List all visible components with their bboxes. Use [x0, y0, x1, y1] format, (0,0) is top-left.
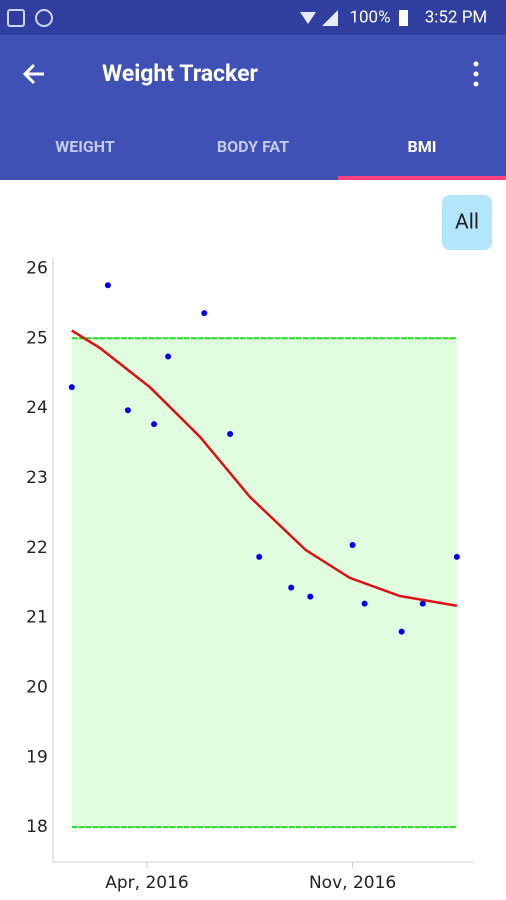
signal-icon [322, 10, 338, 26]
data-point [256, 553, 263, 560]
data-point [227, 430, 234, 437]
x-tick-label: Apr, 2016 [105, 873, 188, 893]
y-tick-label: 19 [26, 747, 48, 767]
data-point [104, 282, 111, 289]
clock: 3:52 PM [425, 7, 488, 27]
status-bar [0, 0, 506, 35]
trend-line [71, 329, 458, 607]
y-tick-label: 24 [26, 398, 48, 418]
back-button[interactable] [22, 63, 44, 85]
tab[interactable]: WEIGHT [55, 137, 115, 156]
y-tick-label: 20 [26, 677, 48, 697]
y-tick-label: 26 [26, 258, 48, 278]
wifi-icon [300, 12, 316, 24]
data-point [349, 541, 356, 548]
data-point [288, 584, 295, 591]
data-point [307, 593, 314, 600]
tab-indicator [338, 176, 506, 180]
data-point [201, 310, 208, 317]
battery-level: 100% [349, 7, 390, 27]
chart: 18 19 20 21 22 23 24 25 26 Apr, 2016 Nov, 2016 [26, 258, 473, 893]
y-tick-label: 22 [26, 538, 48, 558]
x-tick-label: Nov, 2016 [309, 873, 396, 893]
app-title: Weight Tracker [102, 60, 259, 87]
check-icon [35, 9, 53, 27]
data-point [165, 353, 172, 360]
y-tick-label: 25 [26, 328, 48, 348]
data-point [68, 384, 75, 391]
data-point [151, 421, 158, 428]
data-point [124, 407, 131, 414]
data-point [453, 553, 460, 560]
overflow-menu[interactable] [473, 61, 479, 87]
data-point [419, 600, 426, 607]
y-tick-label: 21 [26, 608, 48, 628]
app-bar [0, 35, 506, 180]
tab[interactable]: BODY FAT [217, 137, 289, 156]
tab-selected[interactable]: BMI [408, 137, 437, 156]
gallery-icon [7, 9, 25, 27]
data-point [361, 600, 368, 607]
y-tick-label: 18 [26, 817, 48, 837]
battery-icon [399, 10, 408, 26]
range-button[interactable] [442, 195, 492, 250]
data-point [398, 628, 405, 635]
target-band [71, 338, 457, 828]
range-button-label[interactable]: All [455, 211, 479, 235]
y-tick-label: 23 [26, 468, 48, 488]
